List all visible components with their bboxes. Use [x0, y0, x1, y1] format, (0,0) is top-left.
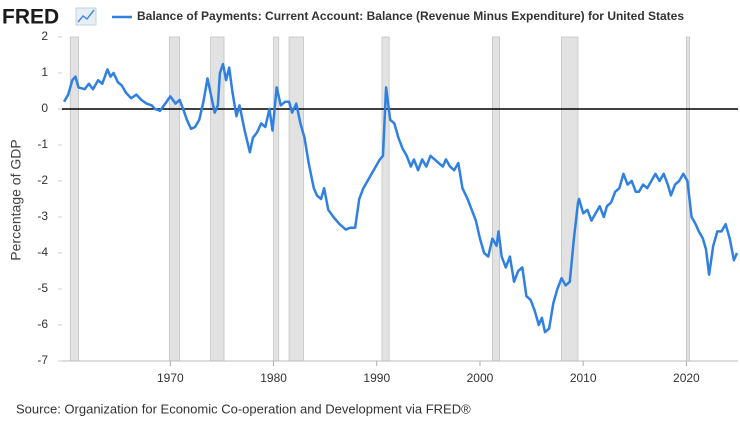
recession-band: [210, 36, 225, 362]
recession-band: [381, 36, 390, 362]
recession-band: [168, 36, 181, 362]
y-tick-label: -7: [37, 353, 48, 367]
recession-band: [561, 36, 579, 362]
x-tick-label: 1970: [157, 371, 184, 385]
y-tick-label: -3: [37, 209, 48, 223]
y-tick-label: -1: [37, 137, 48, 151]
source: Source: Organization for Economic Co-ope…: [16, 401, 471, 416]
y-axis-title: Percentage of GDP: [8, 139, 24, 260]
x-tick-label: 1980: [260, 371, 287, 385]
y-tick-label: 0: [41, 101, 48, 115]
y-tick-label: 1: [41, 65, 48, 79]
x-tick-label: 2000: [467, 371, 494, 385]
x-tick-label: 1990: [363, 371, 390, 385]
recession-band: [491, 36, 500, 362]
y-tick-label: -4: [37, 245, 48, 259]
logo-icon: [75, 7, 97, 26]
series-line: [62, 62, 739, 334]
y-tick-label: -5: [37, 281, 48, 295]
legend-label: Balance of Payments: Current Account: Ba…: [137, 9, 684, 23]
y-tick-label: 2: [41, 29, 48, 43]
recession-band: [288, 36, 304, 362]
recession-band: [273, 36, 280, 362]
logo: FRED: [2, 6, 59, 29]
x-tick-label: 2020: [673, 371, 700, 385]
y-tick-label: -2: [37, 173, 48, 187]
x-tick-label: 2010: [570, 371, 597, 385]
y-tick-label: -6: [37, 317, 48, 331]
